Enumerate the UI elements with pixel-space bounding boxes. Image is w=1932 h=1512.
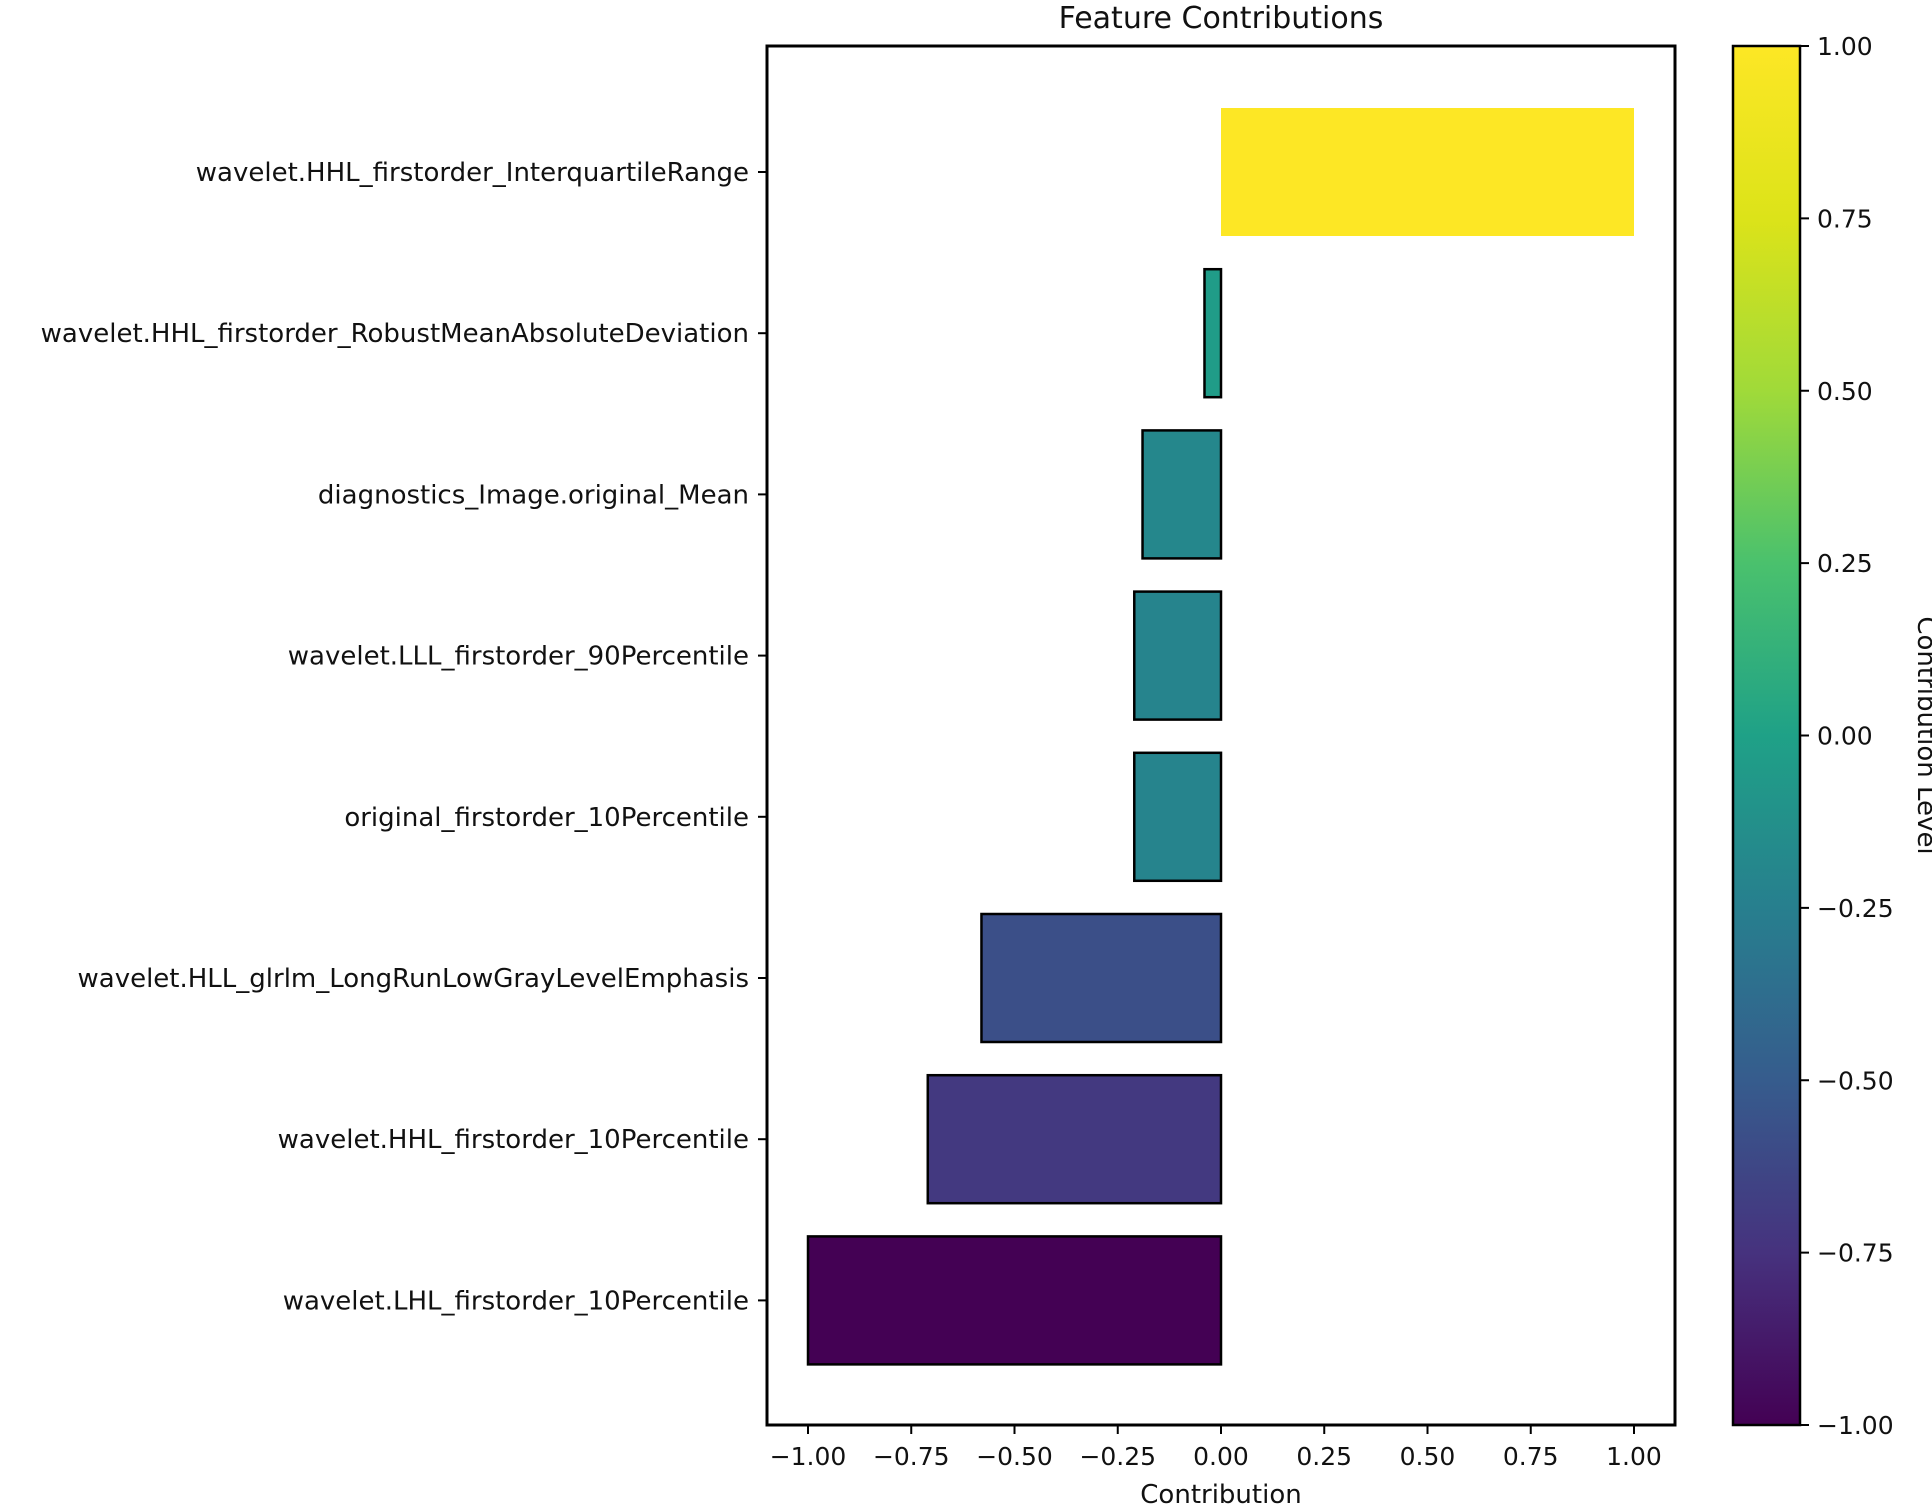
y-tick-label: wavelet.HHL_firstorder_InterquartileRang… xyxy=(196,158,749,188)
x-tick-label: −0.25 xyxy=(1079,1442,1156,1471)
bar xyxy=(806,1235,1223,1366)
x-tick-label: 0.25 xyxy=(1296,1442,1352,1471)
colorbar-tick-label: 0.75 xyxy=(1817,204,1873,233)
colorbar-tick-label: −1.00 xyxy=(1817,1411,1894,1440)
bar xyxy=(1133,590,1223,721)
plot-frame xyxy=(765,44,1677,1427)
bar xyxy=(1221,108,1634,236)
y-tick-label: wavelet.LHL_firstorder_10Percentile xyxy=(283,1286,749,1316)
y-tick-label: diagnostics_Image.original_Mean xyxy=(318,480,749,510)
bar xyxy=(926,1073,1223,1205)
colorbar-label: Contribution Level xyxy=(1911,616,1932,854)
x-axis-label: Contribution xyxy=(1140,1480,1301,1510)
y-tick-label: wavelet.LLL_firstorder_90Percentile xyxy=(288,642,749,672)
colorbar-tick-label: −0.50 xyxy=(1817,1066,1894,1095)
colorbar-tick-label: 0.00 xyxy=(1817,722,1873,751)
x-axis-ticks: −1.00 −0.75 −0.50 −0.25 0.00 0.25 0.50 0.75 1.00 xyxy=(770,1425,1662,1471)
y-axis-ticks: wavelet.HHL_firstorder_InterquartileRang… xyxy=(41,158,767,1316)
x-tick-label: 1.00 xyxy=(1606,1442,1662,1471)
bar xyxy=(1133,751,1223,883)
x-tick-label: −0.75 xyxy=(873,1442,950,1471)
bar xyxy=(980,912,1223,1044)
colorbar-tick-label: −0.75 xyxy=(1817,1239,1894,1268)
x-tick-label: 0.50 xyxy=(1400,1442,1456,1471)
bar xyxy=(1141,429,1223,560)
colorbar-ticks: 1.00 0.75 0.50 0.25 0.00 −0.25 −0.50 −0.75 −1.00 xyxy=(1800,32,1894,1440)
y-tick-label: wavelet.HHL_firstorder_10Percentile xyxy=(278,1125,749,1155)
x-tick-label: −0.50 xyxy=(976,1442,1053,1471)
x-tick-label: −1.00 xyxy=(770,1442,847,1471)
y-tick-label: wavelet.HLL_glrlm_LongRunLowGrayLevelEmp… xyxy=(78,964,750,994)
colorbar-tick-label: −0.25 xyxy=(1817,894,1894,923)
bar xyxy=(1203,267,1223,399)
colorbar-tick-label: 0.25 xyxy=(1817,549,1873,578)
x-tick-label: 0.00 xyxy=(1193,1442,1249,1471)
colorbar xyxy=(1731,44,1802,1427)
colorbar-tick-label: 1.00 xyxy=(1817,32,1873,61)
y-tick-label: original_firstorder_10Percentile xyxy=(344,803,749,833)
y-tick-label: wavelet.HHL_firstorder_RobustMeanAbsolut… xyxy=(41,319,749,349)
x-tick-label: 0.75 xyxy=(1503,1442,1559,1471)
bars-layer xyxy=(806,108,1634,1366)
chart-title: Feature Contributions xyxy=(1059,1,1384,36)
colorbar-tick-label: 0.50 xyxy=(1817,377,1873,406)
